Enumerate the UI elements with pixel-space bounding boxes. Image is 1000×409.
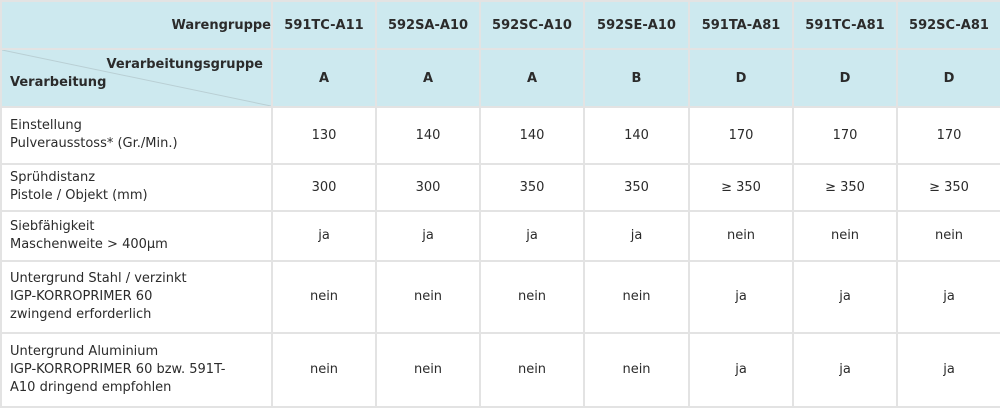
header-row-warengruppe: Warengruppe 591TC-A11 592SA-A10 592SC-A1… (0, 0, 1000, 50)
table-cell: 300 (271, 162, 377, 213)
table-cell: nein (583, 331, 690, 409)
table-cell: 140 (375, 106, 481, 165)
table-cell: 170 (896, 106, 1000, 165)
table-cell: ja (688, 331, 794, 409)
table-row: Einstellung Pulverausstoss* (Gr./Min.) 1… (0, 106, 1000, 165)
table-cell: nein (479, 259, 585, 334)
table-cell: ≥ 350 (688, 162, 794, 213)
table-cell: ja (479, 210, 585, 262)
row-label-line: Untergrund Stahl / verzinkt (10, 270, 187, 286)
table-cell: ja (583, 210, 690, 262)
table-cell: 300 (375, 162, 481, 213)
table-cell: nein (583, 259, 690, 334)
column-code: 592SA-A10 (375, 0, 481, 50)
header-label-warengruppe: Warengruppe (0, 0, 273, 50)
table-row: Siebfähigkeit Maschenweite > 400µm ja ja… (0, 210, 1000, 262)
column-group: D (688, 48, 794, 108)
header-row-verarbeitungsgruppe: Verarbeitungsgruppe Verarbeitung A A A B… (0, 48, 1000, 108)
table-cell: 140 (479, 106, 585, 165)
row-label: Sprühdistanz Pistole / Objekt (mm) (0, 162, 273, 213)
row-label-line: Maschenweite > 400µm (10, 236, 168, 252)
table-cell: 140 (583, 106, 690, 165)
table-cell: ja (896, 331, 1000, 409)
table-cell: nein (688, 210, 794, 262)
row-label-line: zwingend erforderlich (10, 306, 152, 322)
column-code: 591TA-A81 (688, 0, 794, 50)
column-group: A (375, 48, 481, 108)
row-label-line: Siebfähigkeit (10, 218, 95, 234)
header-label-verarbeitungsgruppe: Verarbeitungsgruppe (106, 57, 263, 72)
table-cell: nein (375, 331, 481, 409)
table-cell: ja (792, 331, 898, 409)
table-cell: nein (271, 259, 377, 334)
row-label-line: Einstellung (10, 118, 82, 134)
corner-header-cell: Verarbeitungsgruppe Verarbeitung (0, 48, 273, 108)
table-cell: 350 (583, 162, 690, 213)
table-row: Sprühdistanz Pistole / Objekt (mm) 300 3… (0, 162, 1000, 213)
table-cell: ja (271, 210, 377, 262)
row-label: Untergrund Stahl / verzinkt IGP-KORROPRI… (0, 259, 273, 334)
table-cell: ja (792, 259, 898, 334)
column-code: 592SC-A10 (479, 0, 585, 50)
table-row: Untergrund Stahl / verzinkt IGP-KORROPRI… (0, 259, 1000, 334)
column-group: D (792, 48, 898, 108)
table-cell: 170 (688, 106, 794, 165)
row-label-line: IGP-KORROPRIMER 60 bzw. 591T- (10, 361, 226, 377)
column-code: 591TC-A11 (271, 0, 377, 50)
column-group: A (479, 48, 585, 108)
table-cell: nein (896, 210, 1000, 262)
table-cell: ja (375, 210, 481, 262)
table-cell: nein (792, 210, 898, 262)
table-cell: ≥ 350 (792, 162, 898, 213)
row-label-line: IGP-KORROPRIMER 60 (10, 288, 153, 304)
column-group: D (896, 48, 1000, 108)
table-cell: nein (271, 331, 377, 409)
table-cell: ≥ 350 (896, 162, 1000, 213)
row-label-line: Pistole / Objekt (mm) (10, 188, 148, 204)
table-cell: nein (375, 259, 481, 334)
column-code: 592SC-A81 (896, 0, 1000, 50)
row-label: Untergrund Aluminium IGP-KORROPRIMER 60 … (0, 331, 273, 409)
table-cell: ja (896, 259, 1000, 334)
table-cell: 350 (479, 162, 585, 213)
row-label: Siebfähigkeit Maschenweite > 400µm (0, 210, 273, 262)
table-cell: ja (688, 259, 794, 334)
column-code: 591TC-A81 (792, 0, 898, 50)
row-label-line: Untergrund Aluminium (10, 343, 159, 359)
header-label-verarbeitung: Verarbeitung (10, 75, 107, 90)
row-label-line: A10 dringend empfohlen (10, 379, 172, 395)
table-cell: 130 (271, 106, 377, 165)
column-code: 592SE-A10 (583, 0, 690, 50)
row-label-line: Pulverausstoss* (Gr./Min.) (10, 136, 178, 152)
table-cell: 170 (792, 106, 898, 165)
diagonal-divider (2, 50, 271, 106)
row-label-line: Sprühdistanz (10, 170, 96, 186)
column-group: B (583, 48, 690, 108)
table-cell: nein (479, 331, 585, 409)
column-group: A (271, 48, 377, 108)
table-row: Untergrund Aluminium IGP-KORROPRIMER 60 … (0, 331, 1000, 409)
row-label: Einstellung Pulverausstoss* (Gr./Min.) (0, 106, 273, 165)
